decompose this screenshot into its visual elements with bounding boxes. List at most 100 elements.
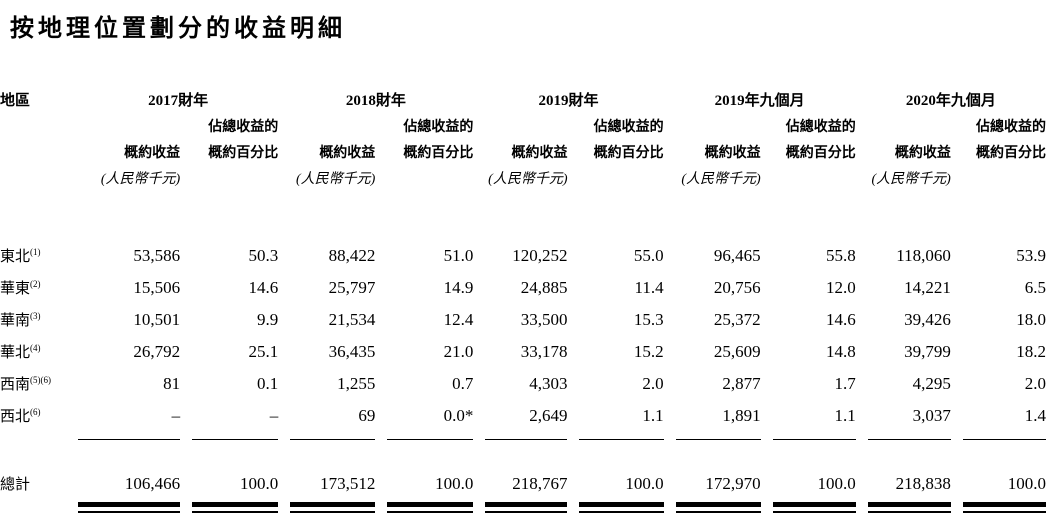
rule-cell [951, 494, 1046, 513]
percent-cell: 14.6 [248, 278, 279, 297]
period-header-9m2020: 2020年九個月 [905, 93, 996, 109]
revenue-cell: 4,295 [912, 374, 951, 393]
revenue-cell: 15,506 [133, 278, 181, 297]
empty-cell [0, 136, 78, 162]
revenue-cell: 33,178 [520, 342, 568, 361]
period-header-9m2019: 2019年九個月 [714, 93, 805, 109]
revenue-cell: 39,799 [904, 342, 951, 361]
footnote-marker: (1) [30, 247, 41, 257]
single-rule [192, 439, 279, 440]
rule-cell [278, 426, 376, 440]
revenue-cell: 2,649 [529, 406, 568, 425]
table-row-north-china: 華北(4) 26,792 25.1 36,435 21.0 33,178 15.… [0, 330, 1046, 362]
total-percent-cell: 100.0 [625, 474, 664, 493]
revenue-cell: 24,885 [520, 278, 568, 297]
spacer-cell [0, 188, 1046, 234]
single-rule [772, 439, 856, 440]
revenue-cell: 4,303 [529, 374, 568, 393]
revenue-cell: 81 [163, 374, 181, 393]
percent-cell: 53.9 [1016, 246, 1046, 265]
total-revenue-cell: 173,512 [320, 474, 376, 493]
percent-cell: 55.0 [633, 246, 664, 265]
revenue-cell: 10,501 [133, 310, 181, 329]
percent-cell: 18.0 [1016, 310, 1046, 329]
double-rule [867, 502, 951, 513]
period-header-fy2018: 2018財年 [345, 93, 406, 109]
rule-cell [180, 426, 279, 440]
revenue-cell: 39,426 [904, 310, 951, 329]
empty-cell [375, 162, 473, 188]
subheader-row-labels: 概約收益 概約百分比 概約收益 概約百分比 概約收益 概約百分比 概約收益 概約… [0, 136, 1046, 162]
empty-cell [761, 162, 856, 188]
region-name: 東北 [0, 249, 31, 265]
percent-cell: – [269, 406, 279, 425]
region-name: 西南 [0, 377, 31, 393]
share-header-line2: 概約百分比 [593, 144, 664, 160]
region-label: 東北(1) [0, 234, 78, 266]
period-header-row: 地區 2017財年 2018財年 2019財年 2019年九個月 2020年九個… [0, 80, 1046, 110]
empty-cell [278, 110, 375, 136]
double-rule [485, 502, 568, 513]
rule-cell [180, 494, 279, 513]
rule-cell [473, 494, 568, 513]
share-header-line2: 概約百分比 [208, 144, 279, 160]
empty-cell [0, 162, 78, 188]
empty-cell [78, 110, 180, 136]
percent-cell: 18.2 [1016, 342, 1046, 361]
revenue-header: 概約收益 [894, 144, 951, 160]
percent-cell: 1.4 [1024, 406, 1046, 425]
footnote-marker: (2) [30, 279, 41, 289]
single-rule [485, 439, 568, 440]
percent-cell: 1.1 [642, 406, 664, 425]
column-rule-row [0, 426, 1046, 440]
double-rule [387, 502, 474, 513]
double-rule [772, 502, 856, 513]
percent-cell: 1.7 [834, 374, 856, 393]
revenue-cell: 69 [358, 406, 376, 425]
percent-cell: 15.3 [633, 310, 664, 329]
double-rule [290, 502, 376, 513]
share-header-line1: 佔總收益的 [976, 118, 1046, 134]
share-header-line2: 概約百分比 [403, 144, 474, 160]
revenue-cell: 25,609 [713, 342, 761, 361]
revenue-cell: 26,792 [133, 342, 181, 361]
rule-cell [375, 426, 474, 440]
revenue-cell: 2,877 [722, 374, 761, 393]
footnote-marker: (4) [30, 343, 41, 353]
single-rule [675, 439, 761, 440]
total-percent-cell: 100.0 [239, 474, 279, 493]
total-revenue-cell: 172,970 [705, 474, 761, 493]
currency-unit-label: (人民幣千元) [488, 172, 568, 187]
region-column-header: 地區 [0, 92, 31, 109]
share-header-line2: 概約百分比 [976, 144, 1046, 160]
total-rule-row [0, 494, 1046, 513]
subheader-row-share-line1: 佔總收益的 佔總收益的 佔總收益的 佔總收益的 佔總收益的 [0, 110, 1046, 136]
revenue-by-region-table: 地區 2017財年 2018財年 2019財年 2019年九個月 2020年九個… [0, 80, 1046, 513]
percent-cell: 14.8 [826, 342, 856, 361]
rule-cell [375, 494, 474, 513]
share-header-line1: 佔總收益的 [593, 118, 664, 134]
percent-cell: 0.7 [452, 374, 474, 393]
empty-cell [473, 110, 567, 136]
single-rule [290, 439, 376, 440]
revenue-cell: 88,422 [328, 246, 376, 265]
revenue-header: 概約收益 [704, 144, 761, 160]
currency-unit-label: (人民幣千元) [295, 172, 376, 187]
revenue-cell: 118,060 [896, 246, 951, 265]
total-percent-cell: 100.0 [1007, 474, 1046, 493]
percent-cell: 12.0 [826, 278, 856, 297]
rule-cell [664, 494, 761, 513]
double-rule [675, 502, 761, 513]
revenue-cell: 36,435 [328, 342, 376, 361]
percent-cell: 2.0 [1024, 374, 1046, 393]
rule-cell [78, 494, 181, 513]
revenue-cell: 1,891 [722, 406, 761, 425]
footnote-marker: (5)(6) [30, 375, 52, 385]
revenue-cell: 14,221 [904, 278, 951, 297]
rule-cell [761, 494, 856, 513]
empty-cell [567, 162, 663, 188]
rule-cell [856, 494, 951, 513]
empty-cell [856, 110, 951, 136]
percent-cell: 25.1 [248, 342, 279, 361]
double-rule [78, 502, 181, 513]
